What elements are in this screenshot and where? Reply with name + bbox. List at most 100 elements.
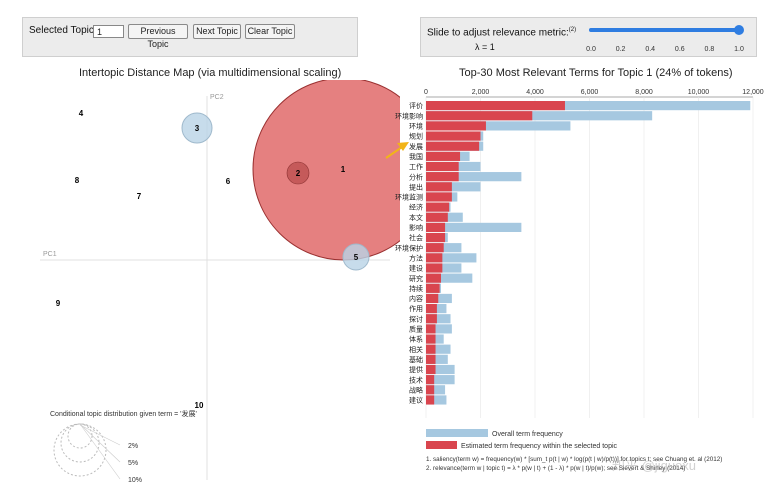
bar-overall[interactable]	[426, 324, 452, 334]
bar-overall[interactable]	[426, 172, 522, 182]
term-label[interactable]: 社会	[409, 233, 423, 242]
term-label[interactable]: 环境监测	[395, 193, 423, 202]
slider-tick-label: 0.0	[586, 46, 596, 53]
term-label[interactable]: 建议	[409, 396, 423, 405]
term-label[interactable]: 建设	[409, 264, 423, 273]
topic-label-4[interactable]: 4	[79, 109, 84, 118]
legend-swatch-overall	[426, 429, 488, 437]
bar-overall[interactable]	[426, 375, 455, 385]
previous-topic-button[interactable]: Previous Topic	[128, 24, 188, 49]
term-label[interactable]: 提出	[409, 182, 423, 191]
term-label[interactable]: 战略	[409, 385, 423, 394]
bar-overall[interactable]	[426, 395, 447, 405]
bar-topic[interactable]	[426, 232, 446, 243]
topic-label-6[interactable]: 6	[226, 177, 231, 186]
topic-circle-2[interactable]	[286, 161, 310, 185]
bar-topic[interactable]	[426, 375, 435, 385]
bar-overall[interactable]	[426, 121, 571, 131]
bar-topic[interactable]	[426, 141, 480, 151]
bar-topic[interactable]	[426, 304, 437, 314]
topic-label-10[interactable]: 10	[195, 401, 204, 410]
bar-overall[interactable]	[426, 364, 455, 375]
topic-circle-3[interactable]	[181, 112, 213, 144]
bar-topic[interactable]	[426, 293, 439, 304]
bar-topic[interactable]	[426, 131, 481, 141]
topic-label-2[interactable]: 2	[296, 169, 301, 178]
term-label[interactable]: 工作	[409, 162, 423, 171]
selected-topic-input[interactable]: 1	[93, 25, 124, 38]
topic-label-8[interactable]: 8	[75, 176, 80, 185]
bar-topic[interactable]	[426, 344, 436, 354]
term-label[interactable]: 相关	[409, 345, 423, 354]
bar-topic[interactable]	[426, 263, 443, 273]
bar-topic[interactable]	[426, 273, 441, 283]
term-label[interactable]: 发展	[409, 142, 423, 151]
topic-label-9[interactable]: 9	[56, 299, 61, 308]
term-label[interactable]: 提供	[409, 365, 423, 374]
term-label[interactable]: 方法	[409, 253, 423, 262]
bar-overall[interactable]	[426, 101, 751, 111]
topic-label-1[interactable]: 1	[341, 165, 346, 174]
bar-topic[interactable]	[426, 172, 459, 182]
term-label[interactable]: 环境影响	[395, 111, 423, 120]
term-label[interactable]: 影响	[409, 223, 423, 232]
bar-overall[interactable]	[426, 293, 452, 304]
bar-overall[interactable]	[426, 263, 462, 273]
term-label[interactable]: 持续	[409, 284, 423, 293]
bar-topic[interactable]	[426, 202, 450, 212]
bar-topic[interactable]	[426, 121, 486, 131]
topic-label-5[interactable]: 5	[354, 253, 359, 262]
bar-overall[interactable]	[426, 314, 451, 324]
term-label[interactable]: 基础	[409, 355, 423, 364]
term-label[interactable]: 分析	[409, 172, 423, 181]
bar-overall[interactable]	[426, 354, 448, 364]
bar-overall[interactable]	[426, 273, 473, 283]
bar-topic[interactable]	[426, 253, 443, 263]
bar-topic[interactable]	[426, 182, 452, 192]
term-label[interactable]: 规划	[409, 132, 423, 141]
bar-overall[interactable]	[426, 344, 451, 354]
term-label[interactable]: 研究	[409, 274, 423, 283]
topic-label-7[interactable]: 7	[137, 192, 142, 201]
bar-topic[interactable]	[426, 314, 437, 324]
term-label[interactable]: 本文	[409, 213, 423, 222]
slider-thumb[interactable]	[734, 25, 744, 35]
bar-topic[interactable]	[426, 395, 435, 405]
bar-topic[interactable]	[426, 334, 436, 344]
bar-topic[interactable]	[426, 222, 446, 232]
topic-circle-5[interactable]	[342, 243, 370, 271]
term-label[interactable]: 经济	[409, 203, 423, 212]
bar-overall[interactable]	[426, 182, 481, 192]
bar-overall[interactable]	[426, 222, 522, 232]
term-label[interactable]: 作用	[409, 304, 423, 313]
bar-topic[interactable]	[426, 101, 565, 111]
legend-swatch-topic	[426, 441, 457, 449]
bar-overall[interactable]	[426, 111, 653, 121]
term-label[interactable]: 环境	[409, 122, 423, 131]
term-label[interactable]: 体系	[409, 335, 423, 344]
term-label[interactable]: 内容	[409, 294, 423, 303]
clear-topic-button[interactable]: Clear Topic	[245, 24, 295, 39]
bar-topic[interactable]	[426, 192, 452, 202]
term-label[interactable]: 我国	[409, 152, 423, 161]
bar-topic[interactable]	[426, 151, 461, 161]
next-topic-button[interactable]: Next Topic	[193, 24, 241, 39]
bar-topic[interactable]	[426, 324, 436, 334]
bar-topic[interactable]	[426, 364, 436, 375]
topic-label-3[interactable]: 3	[195, 124, 200, 133]
bar-topic[interactable]	[426, 354, 436, 364]
bar-overall[interactable]	[426, 385, 446, 395]
bar-topic[interactable]	[426, 161, 459, 172]
term-label[interactable]: 探讨	[409, 314, 423, 323]
term-label[interactable]: 评价	[409, 102, 423, 110]
bar-overall[interactable]	[426, 253, 477, 263]
bar-topic[interactable]	[426, 283, 440, 293]
bar-topic[interactable]	[426, 243, 444, 253]
lambda-slider[interactable]: 0.0 0.2 0.4 0.6 0.8 1.0	[581, 22, 753, 56]
term-label[interactable]: 技术	[409, 375, 423, 384]
bar-topic[interactable]	[426, 385, 435, 395]
term-label[interactable]: 质量	[409, 325, 423, 334]
bar-topic[interactable]	[426, 212, 448, 222]
term-label[interactable]: 环境保护	[395, 243, 423, 252]
bar-topic[interactable]	[426, 111, 533, 121]
